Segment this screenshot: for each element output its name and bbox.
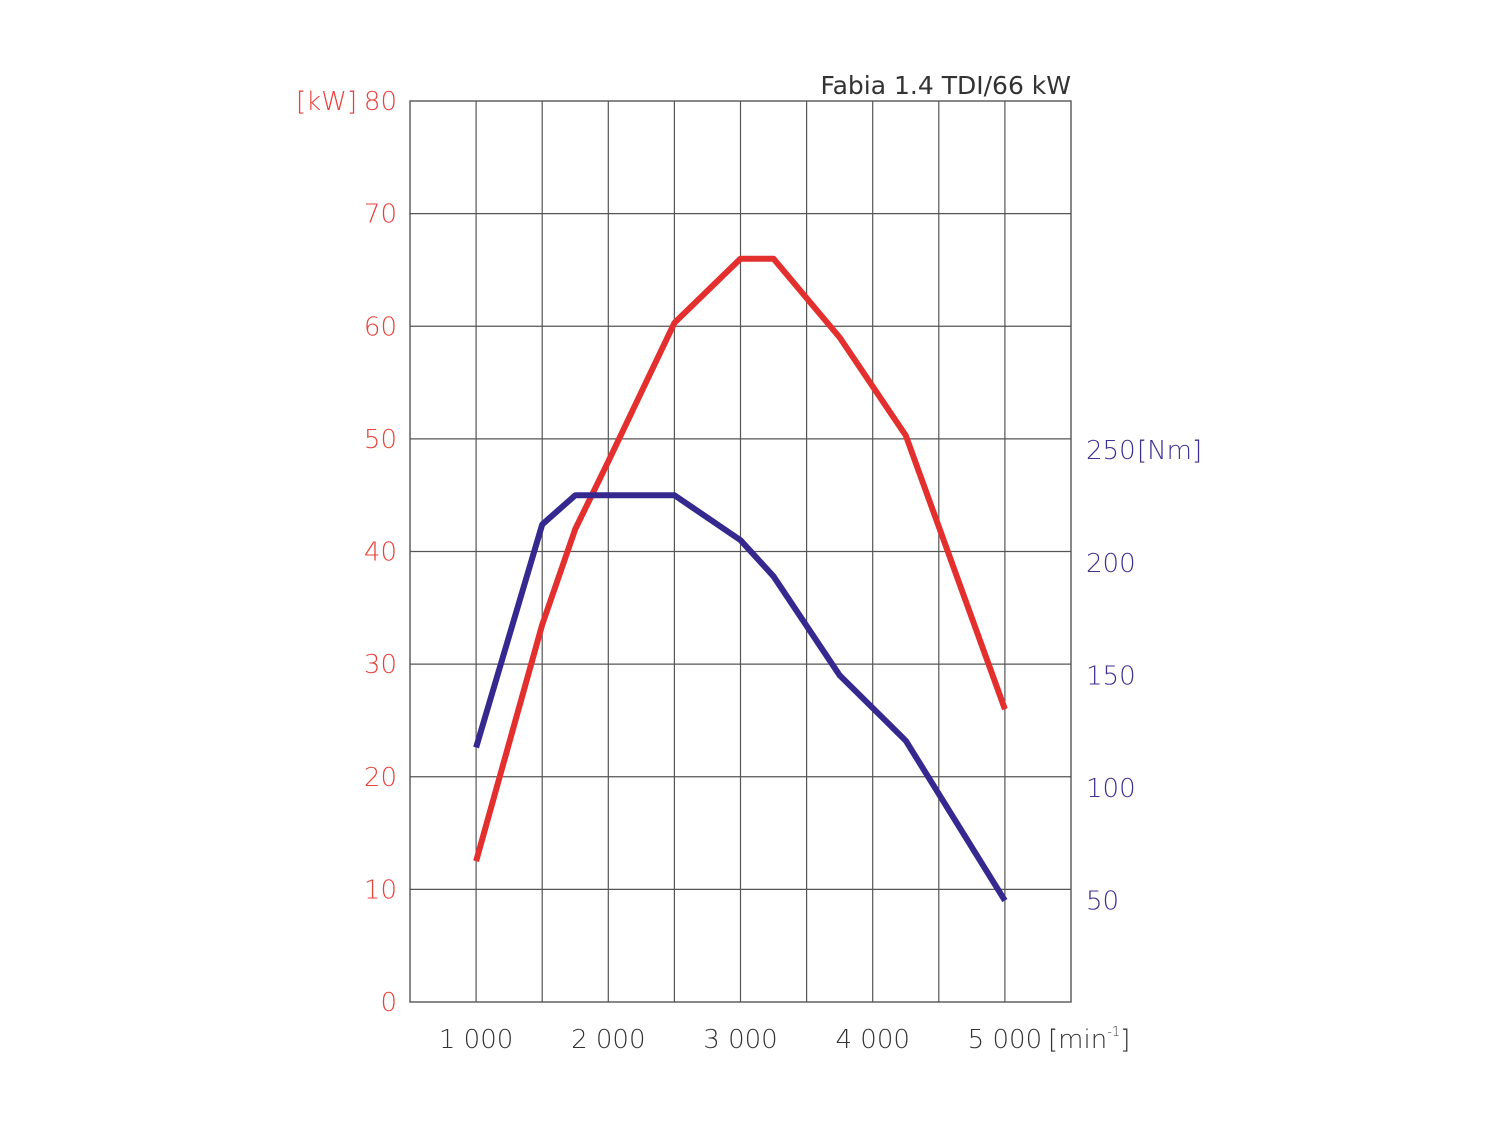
power-curve-line xyxy=(473,255,1008,863)
torque-curve-line xyxy=(473,492,1008,903)
y-left-unit-label: [kW] xyxy=(296,87,357,117)
x-unit-close: ] xyxy=(1120,1025,1130,1055)
axis-labels: 0 10 20 30 40 50 60 70 80[kW] 50 100 150 200 250 [Nm] 1… xyxy=(296,87,1202,1055)
y-right-unit-label: [Nm] xyxy=(1137,436,1202,466)
y-left-tick-label: 50 xyxy=(364,425,397,455)
y-right-tick-label: 100 xyxy=(1086,774,1136,804)
x-tick-label: 4 000 xyxy=(835,1025,909,1055)
x-tick-label: 2 000 xyxy=(571,1025,645,1055)
plot-frame xyxy=(409,100,1072,1003)
grid xyxy=(410,101,1071,1002)
x-unit-label: [min-1] xyxy=(1048,1025,1130,1055)
y-right-tick-label: 200 xyxy=(1086,549,1136,579)
y-left-tick-label: 80 xyxy=(364,87,397,117)
y-left-tick-label: 20 xyxy=(364,763,397,793)
plot-border xyxy=(409,100,1072,1003)
y-left-tick-label: 10 xyxy=(364,875,397,905)
y-left-tick-label: 60 xyxy=(364,312,397,342)
y-left-tick-label: 30 xyxy=(364,650,397,680)
y-left-tick-label: 70 xyxy=(364,200,397,230)
chart-title: Fabia 1.4 TDI/66 kW xyxy=(821,71,1071,100)
y-right-tick-label: 50 xyxy=(1086,887,1119,917)
y-left-tick-label: 40 xyxy=(364,538,397,568)
x-tick-label: 5 000 xyxy=(968,1025,1042,1055)
x-unit-base: [min xyxy=(1048,1025,1107,1055)
y-right-tick-label: 250 xyxy=(1086,436,1136,466)
x-unit-superscript: -1 xyxy=(1107,1025,1120,1040)
x-tick-label: 1 000 xyxy=(439,1025,513,1055)
x-tick-label: 3 000 xyxy=(703,1025,777,1055)
series-layer xyxy=(473,255,1008,903)
y-left-tick-label: 0 xyxy=(380,988,397,1018)
y-right-tick-label: 150 xyxy=(1086,661,1136,691)
